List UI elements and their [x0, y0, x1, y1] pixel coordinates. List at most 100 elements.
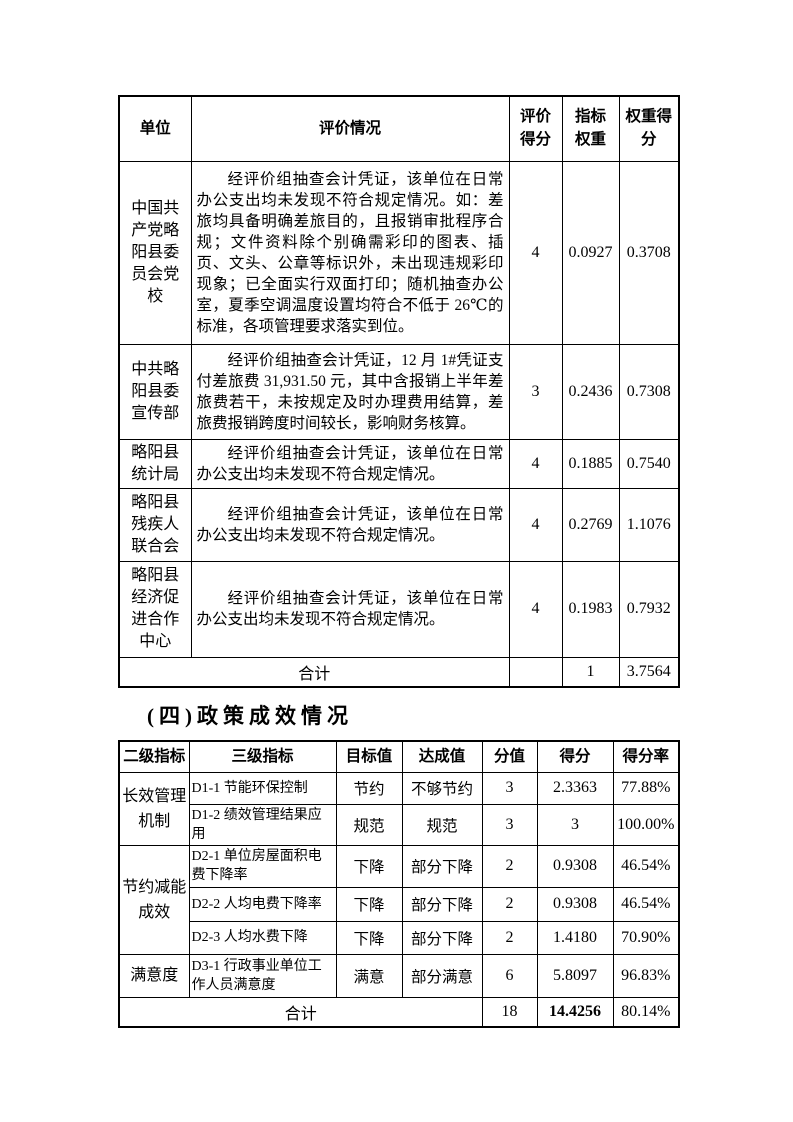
table-row: D1-2 绩效管理结果应用 规范 规范 3 3 100.00%	[119, 803, 680, 846]
total-label: 合计	[118, 656, 510, 688]
target-cell: 下降	[335, 886, 403, 922]
unit-cell: 中共略阳县委宣传部	[118, 343, 192, 440]
evaluation-cell: 经评价组抽查会计凭证，12 月 1#凭证支付差旅费 31,931.50 元，其中…	[190, 343, 510, 440]
target-cell: 规范	[335, 803, 403, 846]
points-cell: 2	[481, 886, 538, 922]
header-unit: 单位	[118, 95, 192, 162]
score-cell: 4	[508, 438, 563, 489]
unit-cell: 略阳县经济促进合作中心	[118, 560, 192, 658]
weighted-score-cell: 0.7540	[618, 438, 680, 489]
header-achieved-value: 达成值	[401, 740, 483, 773]
weighted-score-cell: 0.7932	[618, 560, 680, 658]
total-points-cell: 18	[481, 996, 538, 1028]
total-weight-cell: 1	[561, 656, 620, 688]
achieved-cell: 规范	[401, 803, 483, 846]
header-points: 分值	[481, 740, 538, 773]
score-cell: 4	[508, 160, 563, 345]
weight-cell: 0.1885	[561, 438, 620, 489]
table-row: 略阳县统计局 经评价组抽查会计凭证，该单位在日常办公支出均未发现不符合规定情况。…	[118, 438, 680, 489]
score-cell: 4	[508, 560, 563, 658]
achieved-cell: 部分下降	[401, 886, 483, 922]
indicator-cell: D2-2 人均电费下降率	[188, 886, 337, 922]
header-level2-indicator: 二级指标	[118, 740, 190, 773]
table-header-row: 二级指标 三级指标 目标值 达成值 分值 得分 得分率	[118, 740, 680, 773]
score-cell: 2.3363	[536, 771, 614, 805]
weighted-score-cell: 0.7308	[618, 343, 680, 440]
level2-indicator-cell: 长效管理机制	[118, 771, 190, 846]
header-evaluation-score: 评价 得分	[508, 95, 563, 162]
weight-cell: 0.2769	[561, 487, 620, 562]
evaluation-text: 经评价组抽查会计凭证，12 月 1#凭证支付差旅费 31,931.50 元，其中…	[196, 351, 504, 432]
total-label: 合计	[118, 996, 483, 1028]
total-weighted-score-cell: 3.7564	[618, 656, 680, 688]
achieved-cell: 部分下降	[401, 920, 483, 955]
unit-evaluation-table: 单位 评价情况 评价 得分 指标 权重 权重得 分 中国共产党略阳县委员会党校 …	[118, 95, 680, 688]
indicator-cell: D1-2 绩效管理结果应用	[188, 803, 337, 846]
rate-cell: 46.54%	[612, 844, 680, 888]
score-cell: 0.9308	[536, 844, 614, 888]
evaluation-text: 经评价组抽查会计凭证，该单位在日常办公支出均未发现不符合规定情况。	[196, 444, 504, 483]
table-row: 节约减能成效 D2-1 单位房屋面积电费下降率 下降 部分下降 2 0.9308…	[118, 844, 680, 955]
header-evaluation: 评价情况	[190, 95, 510, 162]
section-heading: (四)政策成效情况	[147, 704, 353, 728]
table-row: 长效管理机制 D1-1 节能环保控制 节约 不够节约 3 2.3363 77.8…	[118, 771, 680, 846]
achieved-cell: 不够节约	[401, 771, 483, 805]
target-cell: 下降	[335, 920, 403, 955]
points-cell: 2	[481, 844, 538, 888]
rate-cell: 46.54%	[612, 886, 680, 922]
total-score-cell	[508, 656, 563, 688]
unit-cell: 略阳县残疾人联合会	[118, 487, 192, 562]
weight-cell: 0.2436	[561, 343, 620, 440]
evaluation-cell: 经评价组抽查会计凭证，该单位在日常办公支出均未发现不符合规定情况。	[190, 487, 510, 562]
table-header-row: 单位 评价情况 评价 得分 指标 权重 权重得 分	[118, 95, 680, 162]
weight-cell: 0.1983	[561, 560, 620, 658]
indicator-cell: D3-1 行政事业单位工作人员满意度	[188, 953, 337, 998]
header-target-value: 目标值	[335, 740, 403, 773]
score-cell: 4	[508, 487, 563, 562]
unit-cell: 略阳县统计局	[118, 438, 192, 489]
achieved-cell: 部分满意	[401, 953, 483, 998]
header-score-rate: 得分率	[612, 740, 680, 773]
table-row: 中共略阳县委宣传部 经评价组抽查会计凭证，12 月 1#凭证支付差旅费 31,9…	[118, 343, 680, 440]
achieved-cell: 部分下降	[401, 844, 483, 888]
score-cell: 5.8097	[536, 953, 614, 998]
score-cell: 0.9308	[536, 886, 614, 922]
weight-cell: 0.0927	[561, 160, 620, 345]
rate-cell: 70.90%	[612, 920, 680, 955]
policy-effectiveness-table: 二级指标 三级指标 目标值 达成值 分值 得分 得分率 长效管理机制 D1-1 …	[118, 740, 680, 1028]
score-cell: 3	[508, 343, 563, 440]
indicator-cell: D2-3 人均水费下降	[188, 920, 337, 955]
points-cell: 3	[481, 771, 538, 805]
rate-cell: 77.88%	[612, 771, 680, 805]
evaluation-cell: 经评价组抽查会计凭证，该单位在日常办公支出均未发现不符合规定情况。	[190, 560, 510, 658]
level2-indicator-cell: 节约减能成效	[118, 844, 190, 955]
total-score-cell: 14.4256	[536, 996, 614, 1028]
header-level3-indicator: 三级指标	[188, 740, 337, 773]
total-row: 合计 1 3.7564	[118, 656, 680, 688]
score-cell: 3	[536, 803, 614, 846]
evaluation-text: 经评价组抽查会计凭证，该单位在日常办公支出均未发现不符合规定情况。	[196, 590, 504, 628]
indicator-cell: D2-1 单位房屋面积电费下降率	[188, 844, 337, 888]
evaluation-text: 经评价组抽查会计凭证，该单位在日常办公支出均未发现不符合规定情况。	[196, 505, 504, 544]
rate-cell: 100.00%	[612, 803, 680, 846]
table-row: D2-3 人均水费下降 下降 部分下降 2 1.4180 70.90%	[119, 920, 680, 955]
table-row: D2-2 人均电费下降率 下降 部分下降 2 0.9308 46.54%	[119, 886, 680, 922]
target-cell: 下降	[335, 844, 403, 888]
table-row: 略阳县残疾人联合会 经评价组抽查会计凭证，该单位在日常办公支出均未发现不符合规定…	[118, 487, 680, 562]
total-rate-cell: 80.14%	[612, 996, 680, 1028]
unit-cell: 中国共产党略阳县委员会党校	[118, 160, 192, 345]
points-cell: 2	[481, 920, 538, 955]
rate-cell: 96.83%	[612, 953, 680, 998]
table-row: 中国共产党略阳县委员会党校 经评价组抽查会计凭证，该单位在日常办公支出均未发现不…	[118, 160, 680, 345]
evaluation-cell: 经评价组抽查会计凭证，该单位在日常办公支出均未发现不符合规定情况。如：差旅均具备…	[190, 160, 510, 345]
table-row: 略阳县经济促进合作中心 经评价组抽查会计凭证，该单位在日常办公支出均未发现不符合…	[118, 560, 680, 658]
level2-indicator-cell: 满意度	[118, 953, 190, 998]
header-score: 得分	[536, 740, 614, 773]
indicator-cell: D1-1 节能环保控制	[188, 771, 337, 805]
header-indicator-weight: 指标 权重	[561, 95, 620, 162]
points-cell: 3	[481, 803, 538, 846]
score-cell: 1.4180	[536, 920, 614, 955]
header-weighted-score: 权重得 分	[618, 95, 680, 162]
target-cell: 节约	[335, 771, 403, 805]
